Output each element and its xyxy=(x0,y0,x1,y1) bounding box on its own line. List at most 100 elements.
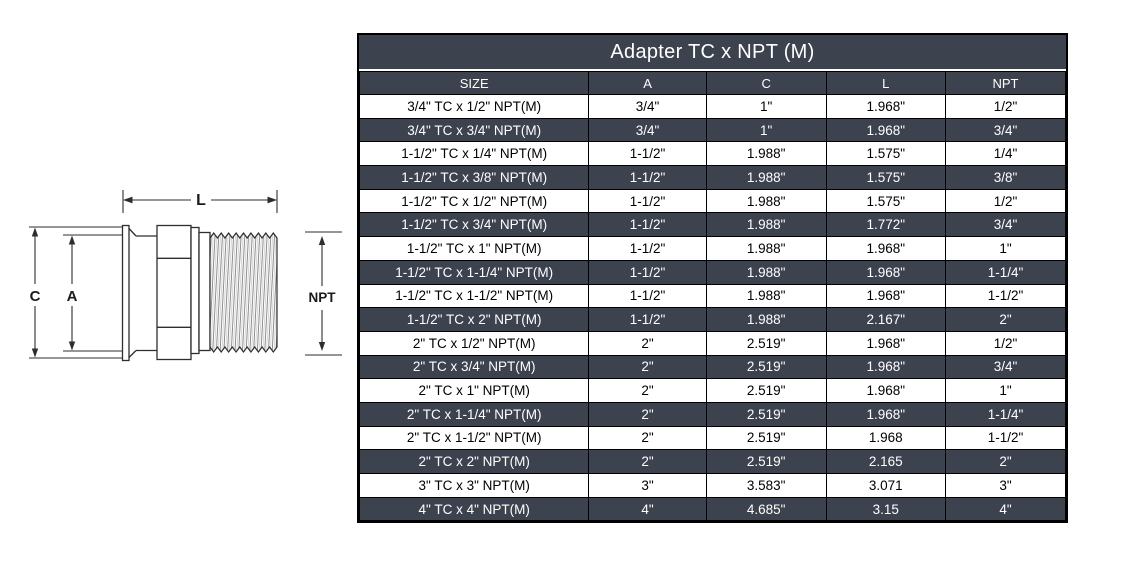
table-cell: 2" xyxy=(588,401,707,427)
thread-shoulder xyxy=(198,231,211,352)
table-cell: 1-1/2" xyxy=(944,283,1067,309)
table-cell: 2" TC x 1" NPT(M) xyxy=(358,378,590,403)
table-cell: 1/2" xyxy=(944,330,1067,356)
table-cell: 1.988" xyxy=(705,165,827,190)
table-cell: 1-1/2" TC x 3/4" NPT(M) xyxy=(358,212,590,238)
table-cell: 1-1/2" xyxy=(588,283,707,309)
table-cell: 1.968" xyxy=(825,94,946,119)
table-row: 1-1/2" TC x 2" NPT(M) 1-1/2" 1.988" 2.167" 2… xyxy=(358,307,1067,332)
table-cell: 1/2" xyxy=(944,188,1067,214)
tc-ferrule xyxy=(121,224,130,362)
table-cell: 2" TC x 1/2" NPT(M) xyxy=(358,330,590,356)
spec-table: Adapter TC x NPT (M) SIZE A C L NPT 3/4"… xyxy=(357,33,1068,524)
table-cell: 1.988" xyxy=(705,259,827,285)
table-cell: 3" xyxy=(944,473,1067,498)
table-cell: 1-1/2" TC x 1" NPT(M) xyxy=(358,236,590,261)
table-cell: 2.519" xyxy=(705,378,827,403)
table-cell: 1/4" xyxy=(944,141,1067,167)
table-cell: 1" xyxy=(705,94,827,119)
ferrule-bevel-top xyxy=(128,228,137,237)
table-cell: 3/8" xyxy=(944,165,1067,190)
table-row: 2" TC x 2" NPT(M) 2" 2.519" 2.165 2" xyxy=(358,449,1067,474)
table-cell: 1-1/2" xyxy=(588,212,707,238)
column-header-a: A xyxy=(588,71,707,95)
table-cell: 1.968" xyxy=(825,283,946,309)
table-cell: 2" xyxy=(588,425,707,451)
arrow-a-down-icon xyxy=(68,341,76,351)
arrow-npt-down-icon xyxy=(318,342,326,351)
table-cell: 3.071 xyxy=(825,473,946,498)
table-cell: 4" TC x 4" NPT(M) xyxy=(358,496,590,522)
table-cell: 3.15 xyxy=(825,496,946,522)
table-cell: 3/4" xyxy=(588,117,707,143)
table-cell: 2" xyxy=(944,449,1067,474)
arrow-l-left-icon xyxy=(123,196,133,204)
column-header-npt: NPT xyxy=(944,71,1067,95)
table-cell: 3/4" xyxy=(588,94,707,119)
table-cell: 1-1/2" xyxy=(944,425,1067,451)
table-cell: 1.575" xyxy=(825,188,946,214)
table-cell: 2.167" xyxy=(825,307,946,332)
table-row: 2" TC x 1-1/4" NPT(M) 2" 2.519" 1.968" 1-1/4… xyxy=(358,401,1067,427)
table-row: 1-1/2" TC x 3/8" NPT(M) 1-1/2" 1.988" 1.575… xyxy=(358,165,1067,190)
table-cell: 3/4" xyxy=(944,354,1067,380)
table-row: 3/4" TC x 1/2" NPT(M) 3/4" 1" 1.968" 1/2" xyxy=(358,94,1067,119)
hex-body xyxy=(156,224,192,361)
table-row: 4" TC x 4" NPT(M) 4" 4.685" 3.15 4" xyxy=(358,496,1067,522)
table-cell: 1-1/4" xyxy=(944,401,1067,427)
ferrule-bevel-bottom xyxy=(128,350,137,358)
arrow-c-up-icon xyxy=(31,227,39,237)
table-cell: 1" xyxy=(944,236,1067,261)
header-row: SIZE A C L NPT xyxy=(358,71,1067,95)
table-cell: 1-1/4" xyxy=(944,259,1067,285)
table-cell: 1.772" xyxy=(825,212,946,238)
table-cell: 1.988" xyxy=(705,188,827,214)
table-cell: 2" xyxy=(588,330,707,356)
table-cell: 1" xyxy=(705,117,827,143)
table-cell: 2" xyxy=(588,378,707,403)
table-cell: 1-1/2" xyxy=(588,165,707,190)
table-cell: 1-1/2" xyxy=(588,307,707,332)
table-cell: 3" xyxy=(588,473,707,498)
table-cell: 4" xyxy=(944,496,1067,522)
table-cell: 2.519" xyxy=(705,354,827,380)
table-cell: 1.988" xyxy=(705,283,827,309)
table-cell: 3" TC x 3" NPT(M) xyxy=(358,473,590,498)
arrow-a-up-icon xyxy=(68,235,76,245)
table-cell: 1-1/2" xyxy=(588,236,707,261)
table-cell: 1.968" xyxy=(825,401,946,427)
table-cell: 2" xyxy=(944,307,1067,332)
table-cell: 1-1/2" TC x 1-1/4" NPT(M) xyxy=(358,259,590,285)
table-cell: 1.968 xyxy=(825,425,946,451)
table-cell: 2" xyxy=(588,354,707,380)
dimension-lines xyxy=(29,190,342,359)
table-cell: 2" TC x 1-1/4" NPT(M) xyxy=(358,401,590,427)
table-cell: 1.968" xyxy=(825,378,946,403)
column-header-c: C xyxy=(705,71,827,95)
table-cell: 4" xyxy=(588,496,707,522)
fitting-outline xyxy=(121,224,278,362)
table-cell: 1-1/2" xyxy=(588,188,707,214)
table-cell: 3.583" xyxy=(705,473,827,498)
dim-label-a: A xyxy=(67,288,78,305)
table-row: 1-1/2" TC x 1-1/2" NPT(M) 1-1/2" 1.988" 1.9… xyxy=(358,283,1067,309)
dim-label-npt: NPT xyxy=(309,290,337,305)
dimension-arrowheads xyxy=(31,196,326,358)
table-cell: 1.988" xyxy=(705,236,827,261)
table-cell: 1.988" xyxy=(705,307,827,332)
table-cell: 1-1/2" TC x 3/8" NPT(M) xyxy=(358,165,590,190)
table-row: 2" TC x 1/2" NPT(M) 2" 2.519" 1.968" 1/2" xyxy=(358,330,1067,356)
table-cell: 1/2" xyxy=(944,94,1067,119)
table-cell: 1-1/2" TC x 1-1/2" NPT(M) xyxy=(358,283,590,309)
table-cell: 2" xyxy=(588,449,707,474)
column-header-size: SIZE xyxy=(358,71,590,95)
table-cell: 1-1/2" TC x 1/2" NPT(M) xyxy=(358,188,590,214)
table-row: 1-1/2" TC x 1/2" NPT(M) 1-1/2" 1.988" 1.575… xyxy=(358,188,1067,214)
table-cell: 3/4" TC x 1/2" NPT(M) xyxy=(358,94,590,119)
table-cell: 2" TC x 2" NPT(M) xyxy=(358,449,590,474)
table-cell: 2" TC x 1-1/2" NPT(M) xyxy=(358,425,590,451)
table-row: 1-1/2" TC x 1/4" NPT(M) 1-1/2" 1.988" 1.575… xyxy=(358,141,1067,167)
table-row: 2" TC x 3/4" NPT(M) 2" 2.519" 1.968" 3/4" xyxy=(358,354,1067,380)
table-row: 1-1/2" TC x 1-1/4" NPT(M) 1-1/2" 1.988" 1.9… xyxy=(358,259,1067,285)
